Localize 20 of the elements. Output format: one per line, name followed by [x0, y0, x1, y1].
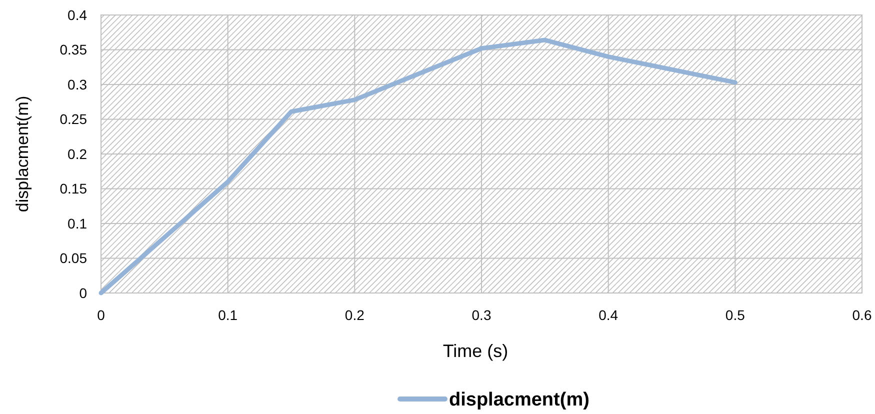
legend-label: displacment(m) [449, 390, 590, 411]
y-tick-label: 0.1 [68, 215, 88, 232]
y-tick-label: 0.15 [60, 180, 88, 197]
y-tick-label: 0.2 [68, 146, 88, 162]
y-tick-label: 0.35 [60, 42, 88, 58]
y-tick-label: 0.05 [60, 250, 88, 266]
x-tick-label: 0.4 [598, 307, 618, 323]
x-axis-title: Time (s) [442, 341, 508, 361]
y-tick-label: 0.3 [68, 76, 88, 92]
y-tick-label: 0 [79, 284, 88, 301]
x-tick-label: 0.2 [344, 307, 365, 323]
y-axis-title: displacment(m) [13, 96, 32, 212]
x-tick-label: 0.6 [852, 307, 872, 323]
x-tick-label: 0.3 [472, 307, 492, 323]
x-tick-label: 0.1 [218, 307, 238, 323]
line-series [98, 38, 738, 296]
y-tick-label: 0.4 [68, 6, 88, 23]
y-tick-label: 0.25 [60, 111, 88, 128]
x-tick-label: 0.5 [725, 307, 746, 323]
x-tick-label: 0 [97, 307, 106, 323]
